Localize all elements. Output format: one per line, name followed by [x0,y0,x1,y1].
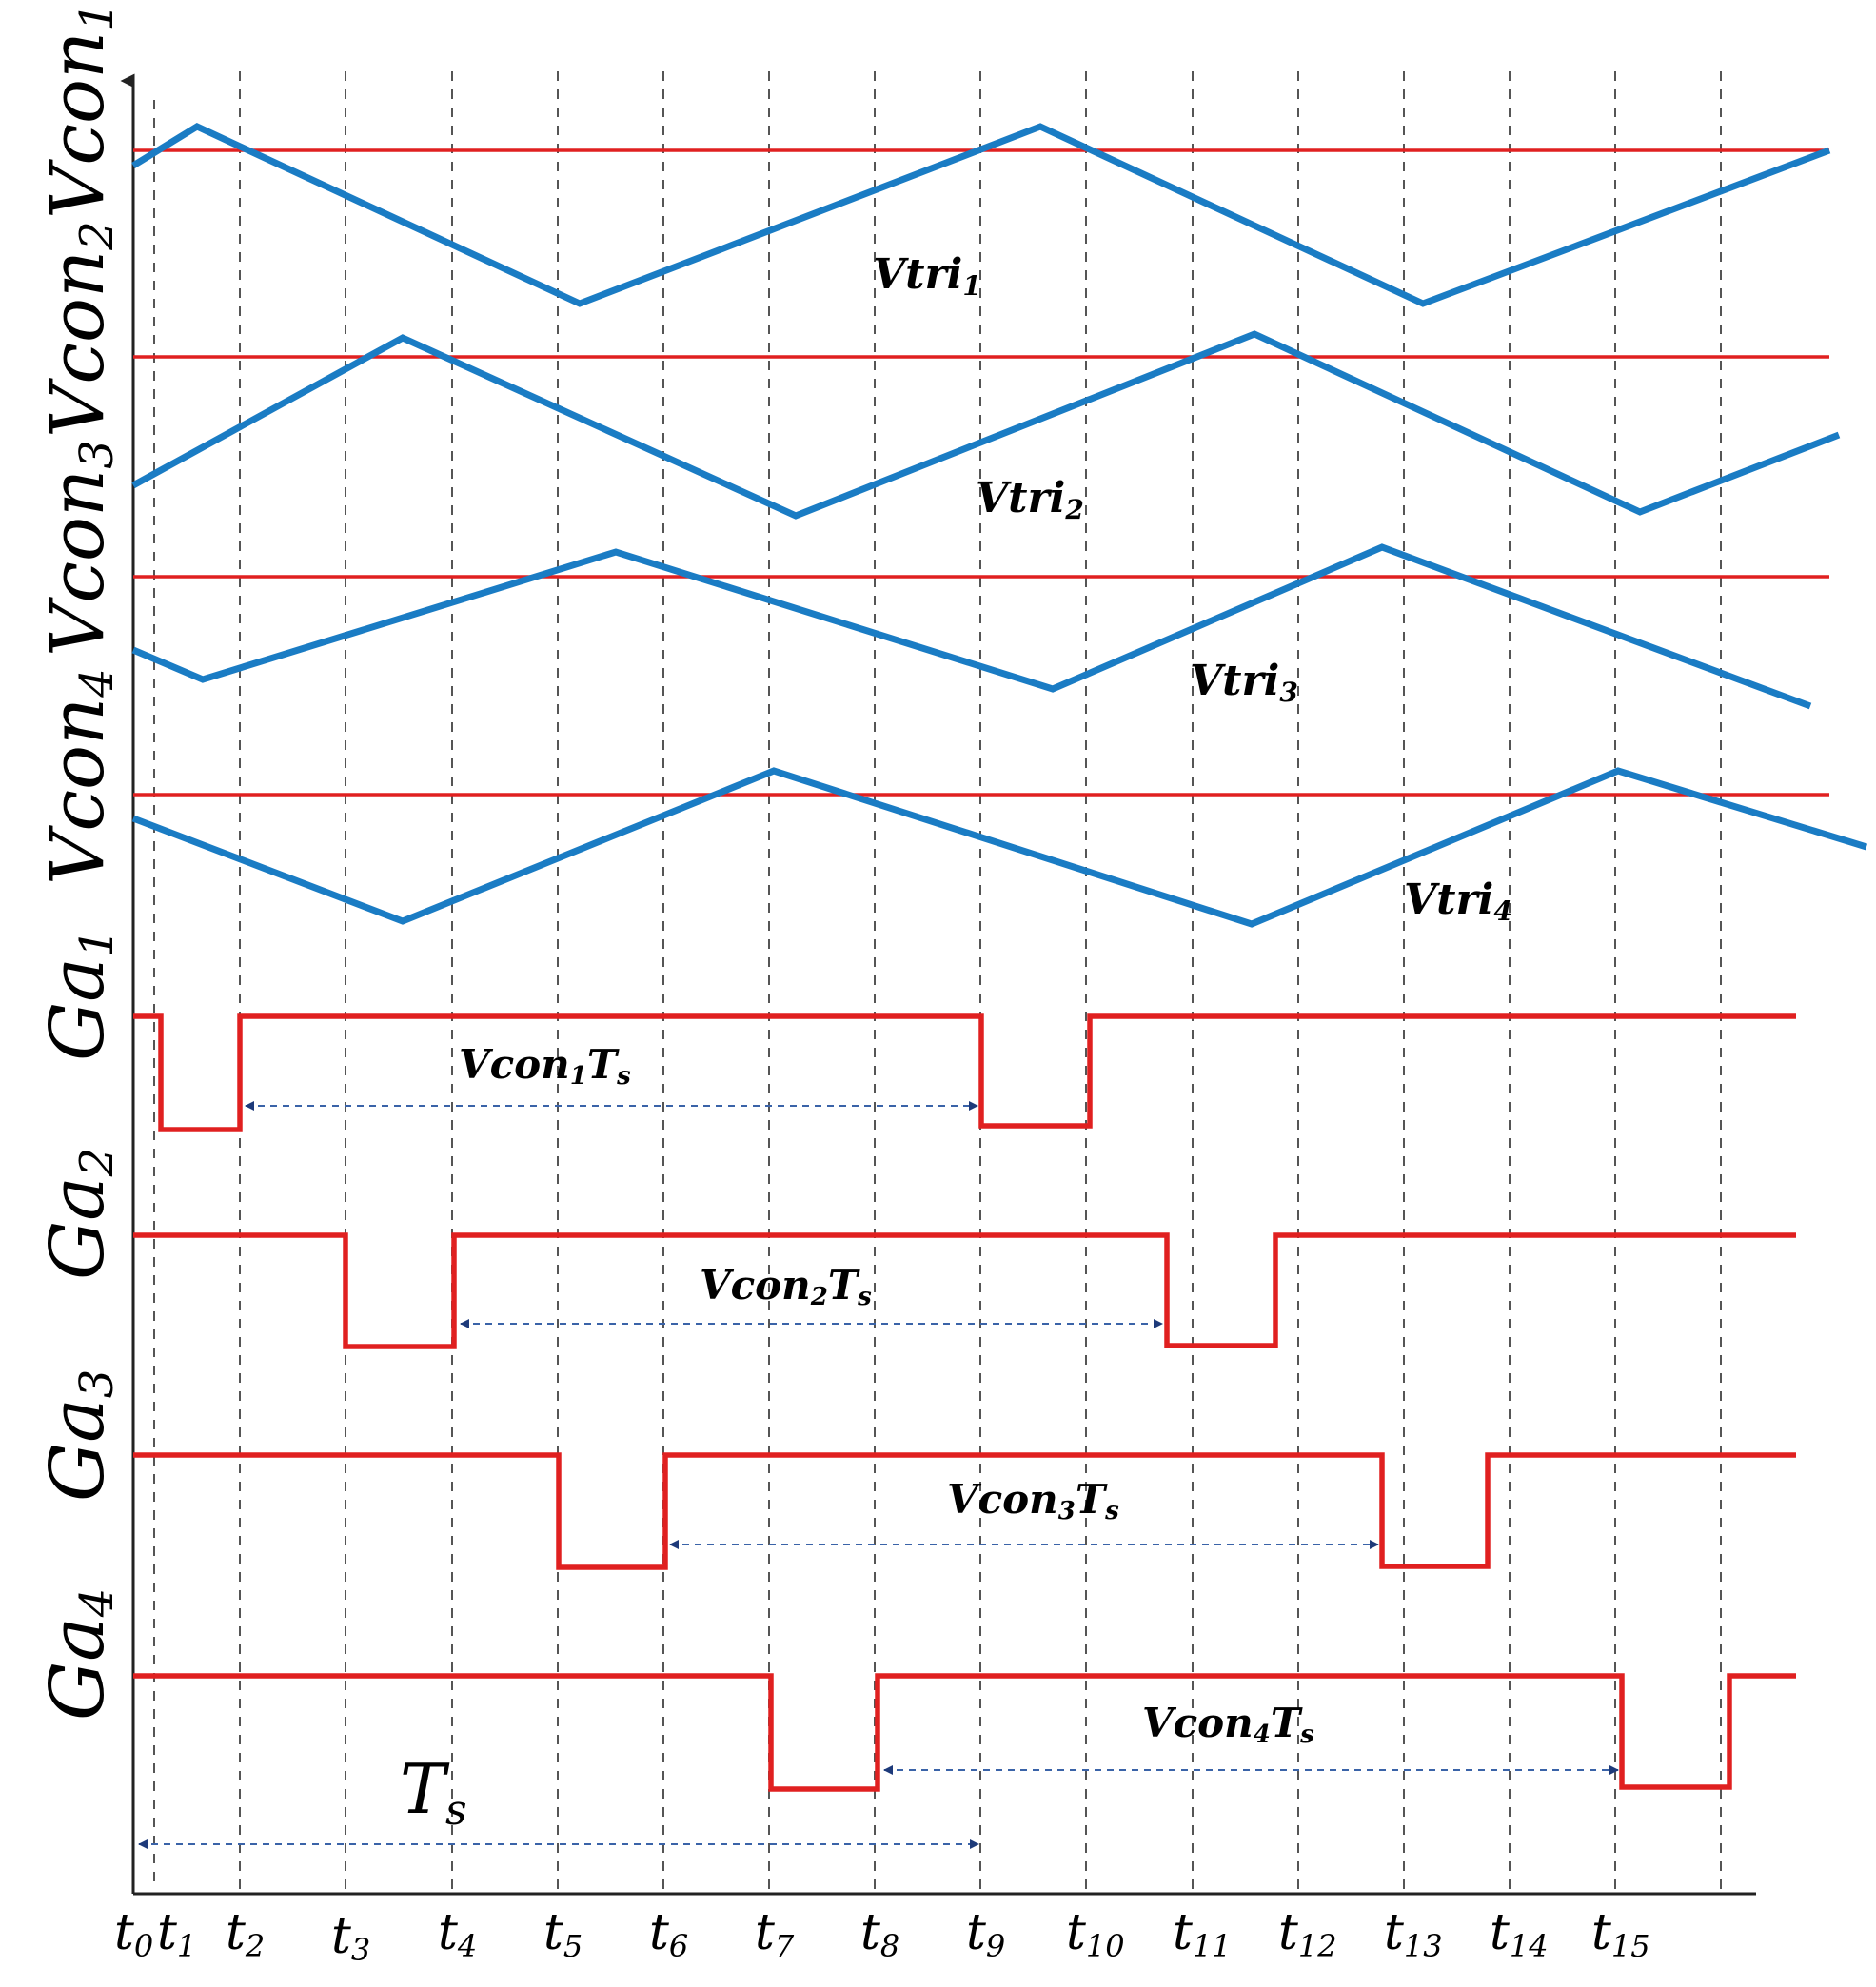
tick-label-t2: t2 [226,1904,265,1964]
ga3-label: Ga3 [35,1369,124,1502]
vtri4-label: Vtri4 [1404,875,1512,927]
vtri1-wave [131,123,1831,307]
vcon1-label: Vcon1 [35,2,124,219]
ts-period-label: Ts [400,1749,467,1835]
vtri3-wave [131,543,1812,710]
vcon3ts-label: Vcon3Ts [947,1476,1119,1525]
ga2-gate-signal [133,1232,1796,1349]
tick-label-t6: t6 [649,1904,688,1964]
vcon4ts-label: Vcon4Ts [1142,1700,1314,1749]
tick-label-t0: t0 [114,1904,153,1964]
vtri1-label: Vtri1 [873,250,981,302]
tick-label-t4: t4 [438,1904,477,1964]
ga2-label: Ga2 [35,1148,124,1280]
vtri3-label: Vtri3 [1190,657,1298,708]
tick-label-t11: t11 [1173,1904,1232,1964]
ga1-gate-signal [133,1013,1796,1132]
tick-label-t7: t7 [755,1904,795,1964]
tick-label-t3: t3 [331,1908,370,1968]
tick-label-t5: t5 [543,1904,583,1964]
tick-label-t14: t14 [1490,1904,1549,1964]
ga1-label: Ga1 [35,929,124,1061]
vtri4-wave [131,767,1868,928]
vcon4-label: Vcon4 [35,668,124,885]
vcon1ts-label: Vcon1Ts [459,1041,631,1091]
ga4-gate-signal [133,1673,1796,1792]
ga4-label: Ga4 [35,1588,124,1721]
ga3-gate-signal [133,1452,1796,1570]
tick-label-t13: t13 [1384,1904,1443,1964]
tick-label-t1: t1 [157,1904,196,1964]
vtri2-label: Vtri2 [976,474,1084,525]
tick-label-t9: t9 [966,1904,1005,1964]
tick-label-t15: t15 [1591,1904,1650,1964]
time-tick-labels: t0 t1 t2 t3 t4 t5 t6 t7 t8 t9 t10 t11 t1… [114,1904,1650,1968]
vcon2ts-label: Vcon2Ts [700,1262,872,1311]
tick-label-t10: t10 [1066,1904,1125,1964]
tick-label-t12: t12 [1278,1904,1337,1964]
time-gridlines [153,71,1722,1889]
vtri2-wave [131,330,1841,520]
tick-label-t8: t8 [860,1904,899,1964]
vcon2-label: Vcon2 [35,221,124,438]
vcon3-label: Vcon3 [35,440,124,657]
